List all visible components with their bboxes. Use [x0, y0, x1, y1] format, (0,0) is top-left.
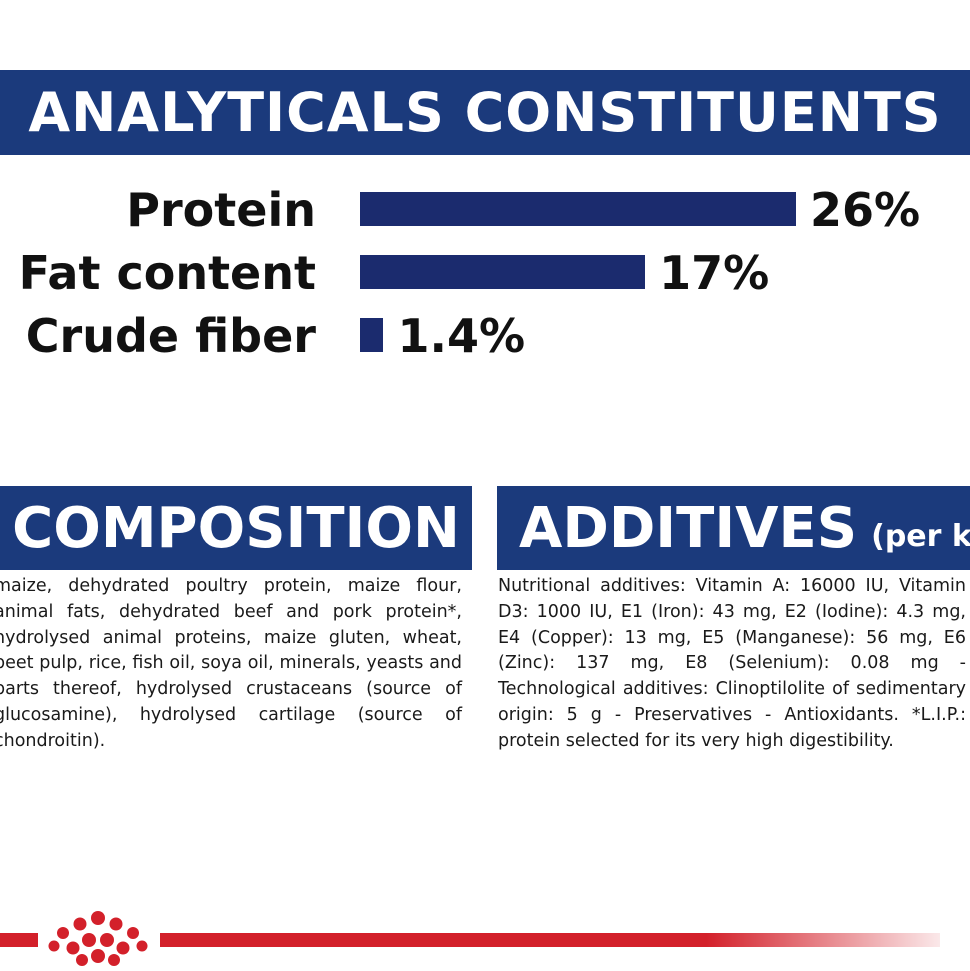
additives-text: Nutritional additives: Vitamin A: 16000 … — [498, 576, 966, 751]
analytics-bar — [360, 192, 796, 226]
composition-text: maize, dehydrated poultry protein, maize… — [0, 576, 462, 751]
analytics-row-label: Protein — [126, 183, 316, 237]
footer-line — [160, 933, 940, 947]
footer-line-left — [0, 933, 38, 947]
analytics-row: Crude fiber 1.4% — [0, 304, 970, 368]
composition-banner: COMPOSITION — [0, 486, 472, 570]
analytics-row-value: 1.4% — [397, 309, 526, 363]
analytics-row: Protein 26% — [0, 178, 970, 242]
crown-logo-icon — [48, 911, 148, 966]
analytics-row-label: Crude fiber — [25, 309, 316, 363]
additives-title: ADDITIVES — [519, 495, 858, 561]
composition-title: COMPOSITION — [12, 495, 460, 561]
analytics-bar — [360, 255, 646, 289]
additives-title-suffix: (per kg) — [871, 518, 970, 554]
analytics-bar — [360, 318, 384, 352]
analytics-row-value: 17% — [659, 246, 770, 300]
analytics-row-value: 26% — [810, 183, 921, 237]
analytics-banner: ANALYTICALS CONSTITUENTS — [0, 70, 970, 155]
analytics-row-label: Fat content — [18, 246, 316, 300]
analytics-row: Fat content 17% — [0, 241, 970, 305]
additives-banner: ADDITIVES (per kg) — [497, 486, 970, 570]
analytics-title: ANALYTICALS CONSTITUENTS — [28, 81, 942, 144]
